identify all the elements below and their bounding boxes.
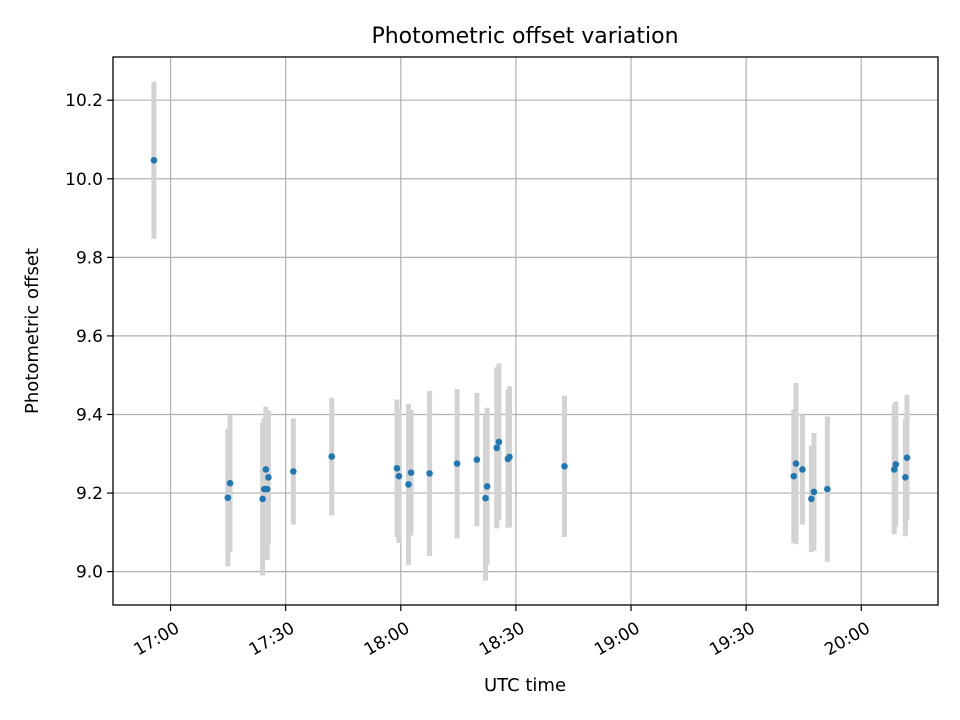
x-axis-label: UTC time (484, 675, 566, 696)
data-points (150, 157, 911, 503)
data-point (790, 472, 798, 480)
plot-frame (112, 56, 939, 606)
data-point (902, 474, 909, 481)
chart-title: Photometric offset variation (371, 24, 678, 49)
y-tick-label: 9.0 (76, 563, 103, 583)
data-point (328, 453, 336, 460)
data-point (150, 157, 158, 164)
data-point (226, 479, 234, 487)
y-tick-label: 9.4 (76, 405, 103, 425)
data-point (482, 494, 489, 502)
data-point (810, 488, 818, 496)
data-point (799, 466, 806, 473)
data-point (259, 495, 266, 503)
data-point (903, 454, 911, 461)
y-tick-label: 10.0 (65, 170, 103, 190)
data-point (561, 463, 568, 470)
data-point (792, 460, 800, 467)
data-point (453, 460, 461, 467)
data-point (407, 469, 415, 476)
y-tick-label: 9.2 (76, 484, 103, 504)
data-point (262, 466, 270, 473)
data-point (395, 472, 403, 480)
data-point (495, 438, 503, 446)
data-point (890, 466, 898, 473)
data-point (290, 468, 297, 475)
data-point (405, 481, 412, 488)
y-tick-label: 9.8 (76, 248, 103, 268)
data-point (473, 456, 481, 463)
data-point (426, 470, 433, 477)
data-point (265, 474, 272, 481)
y-tick-label: 10.2 (65, 91, 103, 111)
grid (113, 57, 938, 605)
data-point (393, 464, 401, 472)
data-point (483, 483, 491, 490)
data-point (506, 453, 513, 461)
y-axis-label: Photometric offset (22, 248, 43, 414)
y-tick-label: 9.6 (76, 327, 103, 347)
data-point (224, 494, 232, 502)
data-point (824, 485, 831, 493)
data-point (808, 495, 815, 503)
data-point (892, 461, 900, 468)
data-point (263, 485, 271, 493)
data-point (493, 444, 501, 452)
